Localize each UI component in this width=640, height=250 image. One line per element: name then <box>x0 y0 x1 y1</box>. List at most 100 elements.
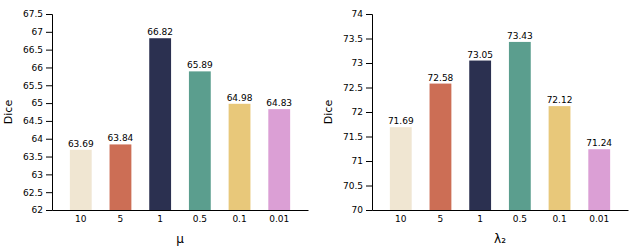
y-tick: 70 <box>352 205 372 215</box>
y-tick-mark <box>46 67 52 68</box>
data-label: 71.24 <box>586 138 612 148</box>
y-tick-label: 71 <box>352 156 363 166</box>
bar <box>469 61 491 210</box>
y-tick: 63 <box>32 170 52 180</box>
data-label: 63.69 <box>68 139 94 149</box>
data-label: 72.58 <box>428 73 454 83</box>
y-tick: 67 <box>32 27 52 37</box>
y-tick: 73 <box>352 58 372 68</box>
y-tick-mark <box>46 174 52 175</box>
bar <box>509 42 531 210</box>
data-label: 65.89 <box>187 60 213 70</box>
y-tick-mark <box>366 63 372 64</box>
x-tick: 0.01 <box>269 214 289 224</box>
panel: 63.6963.8466.8265.8964.9864.836262.56363… <box>2 9 309 250</box>
y-tick-label: 67 <box>32 27 43 37</box>
y-tick-mark <box>46 85 52 86</box>
y-tick: 64.5 <box>23 116 52 126</box>
x-tick-label: 0.1 <box>232 214 246 224</box>
x-tick: 1 <box>157 214 163 224</box>
y-tick-label: 65.5 <box>23 81 43 91</box>
y-tick-label: 63 <box>32 170 43 180</box>
y-tick-mark <box>46 210 52 211</box>
x-tick-label: 5 <box>118 214 124 224</box>
data-label: 71.69 <box>388 116 414 126</box>
y-tick-mark <box>366 186 372 187</box>
x-tick-label: 0.5 <box>193 214 207 224</box>
y-tick-label: 73.5 <box>343 34 363 44</box>
y-axis-title: Dice <box>2 100 15 125</box>
y-tick-label: 70 <box>352 205 364 215</box>
data-label: 73.43 <box>507 31 533 41</box>
y-axis: 6262.56363.56464.56565.56666.56767.5 <box>23 9 53 215</box>
data-label: 64.98 <box>227 93 253 103</box>
y-tick: 73.5 <box>343 34 372 44</box>
x-axis-title: λ₂ <box>494 232 506 246</box>
y-tick: 66.5 <box>23 45 52 55</box>
y-tick: 64 <box>32 134 52 144</box>
x-tick: 0.5 <box>193 214 207 224</box>
y-tick-mark <box>46 14 52 15</box>
bar <box>189 71 211 210</box>
bar <box>549 106 571 210</box>
y-tick-mark <box>46 157 52 158</box>
x-axis-title: μ <box>176 232 184 246</box>
bar <box>110 144 132 210</box>
y-tick: 71 <box>352 156 372 166</box>
bar <box>390 127 412 210</box>
y-tick-label: 66.5 <box>23 45 43 55</box>
y-tick-mark <box>46 192 52 193</box>
x-tick: 10 <box>75 214 87 224</box>
panel: 71.69 72.58 73.05 73.43 72.12 71.24 70 70.5 71 71… <box>322 9 629 250</box>
y-tick: 65 <box>32 98 52 108</box>
y-tick: 72.5 <box>343 83 372 93</box>
x-tick: 0.5 <box>513 214 527 224</box>
y-tick: 71.5 <box>343 132 372 142</box>
x-tick: 0.01 <box>589 214 609 224</box>
bar <box>229 104 251 210</box>
y-tick-mark <box>366 39 372 40</box>
bar <box>430 84 452 210</box>
y-tick-label: 66 <box>32 63 44 73</box>
y-axis-title: Dice <box>322 100 335 125</box>
x-tick-label: 0.01 <box>589 214 609 224</box>
x-tick-label: 1 <box>157 214 163 224</box>
x-tick: 0.1 <box>232 214 246 224</box>
data-labels: 63.6963.8466.8265.8964.9864.83 <box>68 27 292 149</box>
y-tick: 66 <box>32 63 52 73</box>
data-label: 72.12 <box>547 95 573 105</box>
y-tick-label: 64.5 <box>23 116 43 126</box>
bar <box>268 109 290 210</box>
x-tick: 1 <box>477 214 483 224</box>
y-tick-mark <box>366 137 372 138</box>
y-tick-mark <box>366 88 372 89</box>
y-axis-line <box>366 15 373 211</box>
y-tick-label: 71.5 <box>343 132 363 142</box>
x-tick-label: 10 <box>75 214 87 224</box>
x-tick-label: 1 <box>477 214 483 224</box>
x-axis: 10 5 1 0.5 0.1 0.01 <box>53 211 309 225</box>
x-axis-line <box>373 210 629 211</box>
x-axis-line <box>53 210 309 211</box>
y-tick-label: 70.5 <box>343 181 363 191</box>
x-tick-label: 10 <box>395 214 407 224</box>
y-axis-line <box>46 15 53 211</box>
y-tick-label: 74 <box>352 9 364 19</box>
bar <box>149 38 171 210</box>
y-tick-mark <box>366 210 372 211</box>
y-tick-label: 62.5 <box>23 188 43 198</box>
y-tick-label: 62 <box>32 205 43 215</box>
y-tick: 63.5 <box>23 152 52 162</box>
data-label: 64.83 <box>266 98 292 108</box>
y-tick-mark <box>46 121 52 122</box>
bars <box>390 42 610 210</box>
y-tick: 70.5 <box>343 181 372 191</box>
y-tick: 65.5 <box>23 81 52 91</box>
y-tick-label: 72.5 <box>343 83 363 93</box>
y-tick-mark <box>46 103 52 104</box>
x-tick: 0.1 <box>552 214 566 224</box>
data-label: 73.05 <box>467 50 493 60</box>
y-tick-mark <box>366 112 372 113</box>
x-tick-label: 5 <box>438 214 444 224</box>
y-tick-mark <box>46 139 52 140</box>
